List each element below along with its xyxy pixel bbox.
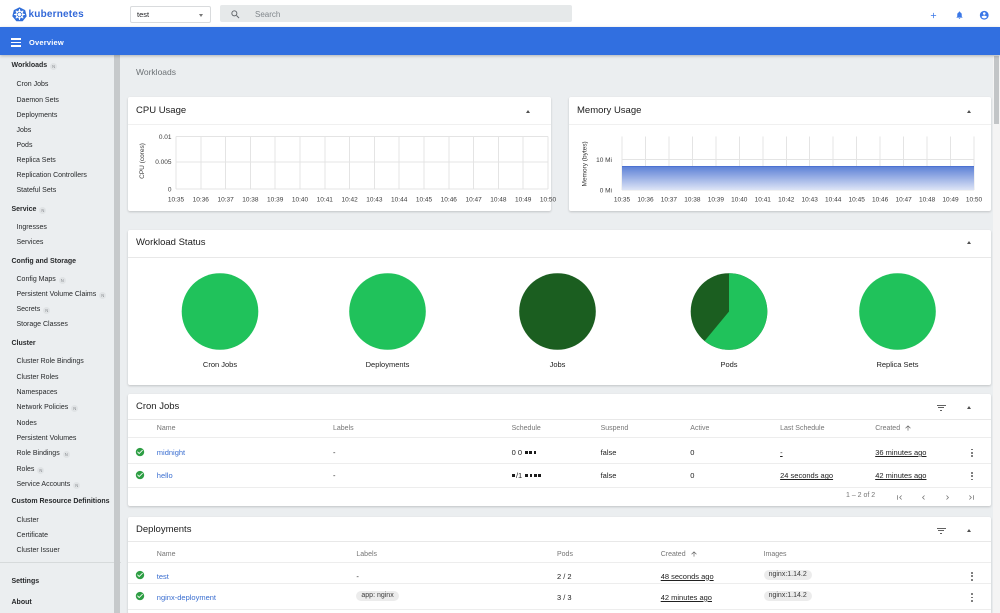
svg-text:10:42: 10:42 bbox=[341, 197, 358, 204]
svg-text:10:42: 10:42 bbox=[778, 197, 795, 204]
svg-text:10:47: 10:47 bbox=[465, 197, 482, 204]
svg-text:10:36: 10:36 bbox=[193, 197, 210, 204]
svg-text:10:49: 10:49 bbox=[515, 197, 532, 204]
svg-text:10:46: 10:46 bbox=[872, 197, 889, 204]
svg-text:10:45: 10:45 bbox=[416, 197, 433, 204]
svg-text:10:35: 10:35 bbox=[614, 197, 631, 204]
svg-text:10:47: 10:47 bbox=[895, 197, 912, 204]
svg-text:10:37: 10:37 bbox=[217, 197, 234, 204]
svg-text:10:43: 10:43 bbox=[802, 197, 819, 204]
svg-text:0.01: 0.01 bbox=[159, 134, 172, 141]
svg-text:10:45: 10:45 bbox=[849, 197, 866, 204]
svg-text:Memory (bytes): Memory (bytes) bbox=[581, 141, 588, 186]
svg-text:10:48: 10:48 bbox=[919, 197, 936, 204]
svg-text:0: 0 bbox=[168, 186, 172, 193]
svg-text:10:38: 10:38 bbox=[242, 197, 259, 204]
svg-text:10:50: 10:50 bbox=[966, 197, 983, 204]
svg-text:10:35: 10:35 bbox=[168, 197, 185, 204]
svg-text:10:43: 10:43 bbox=[366, 197, 383, 204]
svg-text:10:50: 10:50 bbox=[540, 197, 557, 204]
svg-text:10:41: 10:41 bbox=[317, 197, 334, 204]
svg-text:10:36: 10:36 bbox=[637, 197, 654, 204]
svg-text:10:40: 10:40 bbox=[292, 197, 309, 204]
svg-text:10:39: 10:39 bbox=[267, 197, 284, 204]
svg-text:10:44: 10:44 bbox=[825, 197, 842, 204]
svg-text:10:44: 10:44 bbox=[391, 197, 408, 204]
svg-text:CPU (cores): CPU (cores) bbox=[139, 143, 146, 179]
svg-text:10:37: 10:37 bbox=[661, 197, 678, 204]
svg-text:10:49: 10:49 bbox=[942, 197, 959, 204]
svg-text:0 Mi: 0 Mi bbox=[600, 187, 612, 194]
svg-text:10:38: 10:38 bbox=[684, 197, 701, 204]
svg-text:10:39: 10:39 bbox=[708, 197, 725, 204]
svg-text:0.005: 0.005 bbox=[155, 159, 172, 166]
svg-text:10:41: 10:41 bbox=[755, 197, 772, 204]
svg-text:10:40: 10:40 bbox=[731, 197, 748, 204]
svg-text:10:48: 10:48 bbox=[490, 197, 507, 204]
svg-text:10 Mi: 10 Mi bbox=[596, 157, 612, 164]
svg-text:10:46: 10:46 bbox=[441, 197, 458, 204]
